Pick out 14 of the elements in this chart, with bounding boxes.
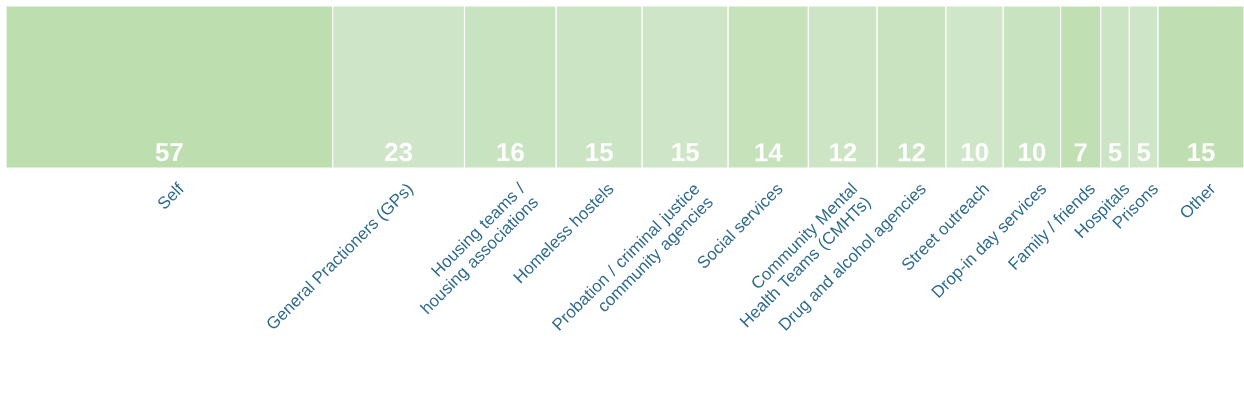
data-label: 5 (1108, 143, 1122, 162)
data-label: 10 (1019, 142, 1046, 162)
data-label: 57 (155, 143, 183, 162)
data-label: 5 (1137, 143, 1151, 162)
data-label: 12 (898, 143, 925, 162)
data-label: 15 (586, 143, 613, 162)
data-label: 7 (1074, 143, 1087, 162)
data-label: 14 (755, 143, 783, 162)
data-label: 15 (1188, 143, 1215, 162)
data-label: 15 (672, 143, 699, 162)
data-label: 16 (497, 142, 524, 162)
category-label: Self (158, 181, 184, 209)
data-label: 12 (830, 143, 857, 162)
data-label: 23 (385, 142, 413, 162)
